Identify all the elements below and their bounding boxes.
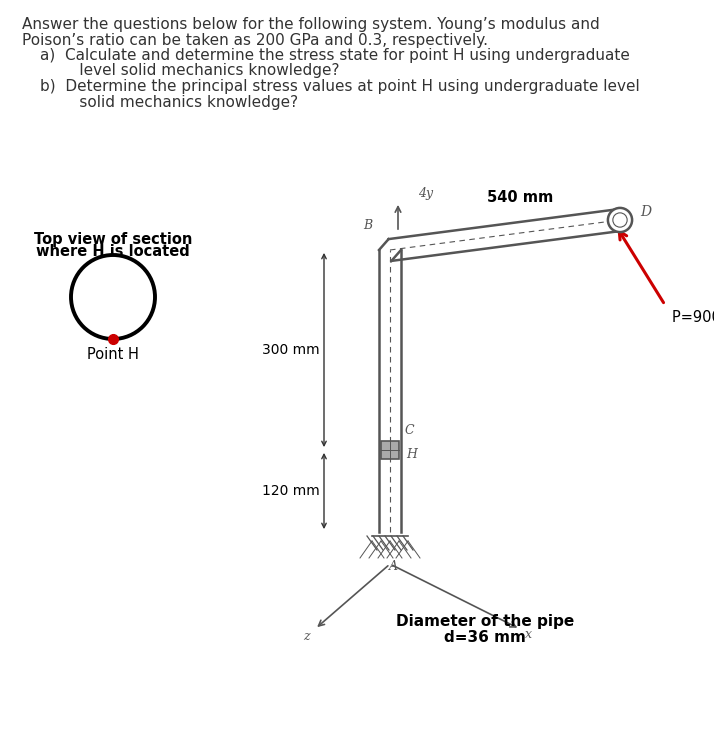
Text: where H is located: where H is located	[36, 244, 190, 259]
Text: level solid mechanics knowledge?: level solid mechanics knowledge?	[55, 63, 339, 78]
Text: 300 mm: 300 mm	[262, 343, 320, 357]
Text: a)  Calculate and determine the stress state for point H using undergraduate: a) Calculate and determine the stress st…	[40, 48, 630, 63]
Text: z: z	[303, 630, 309, 642]
Text: Point H: Point H	[87, 347, 139, 362]
Text: 4y: 4y	[418, 187, 433, 200]
Text: Top view of section: Top view of section	[34, 232, 192, 247]
Text: 540 mm: 540 mm	[487, 190, 553, 205]
Text: P=900 N: P=900 N	[672, 310, 714, 325]
Text: C: C	[405, 424, 415, 436]
Text: solid mechanics knowledge?: solid mechanics knowledge?	[55, 95, 298, 110]
Ellipse shape	[608, 208, 632, 232]
Text: Poison’s ratio can be taken as 200 GPa and 0.3, respectively.: Poison’s ratio can be taken as 200 GPa a…	[22, 33, 488, 48]
Bar	[381, 441, 399, 459]
Text: 120 mm: 120 mm	[262, 484, 320, 498]
Text: B: B	[363, 219, 373, 232]
Text: A: A	[388, 560, 398, 573]
Text: Answer the questions below for the following system. Young’s modulus and: Answer the questions below for the follo…	[22, 17, 600, 32]
Text: Diameter of the pipe: Diameter of the pipe	[396, 614, 574, 629]
Text: D: D	[640, 205, 651, 219]
Text: b)  Determine the principal stress values at point H using undergraduate level: b) Determine the principal stress values…	[40, 79, 640, 94]
Text: H: H	[406, 447, 417, 460]
Text: x: x	[525, 627, 531, 640]
Text: d=36 mm: d=36 mm	[444, 630, 526, 645]
